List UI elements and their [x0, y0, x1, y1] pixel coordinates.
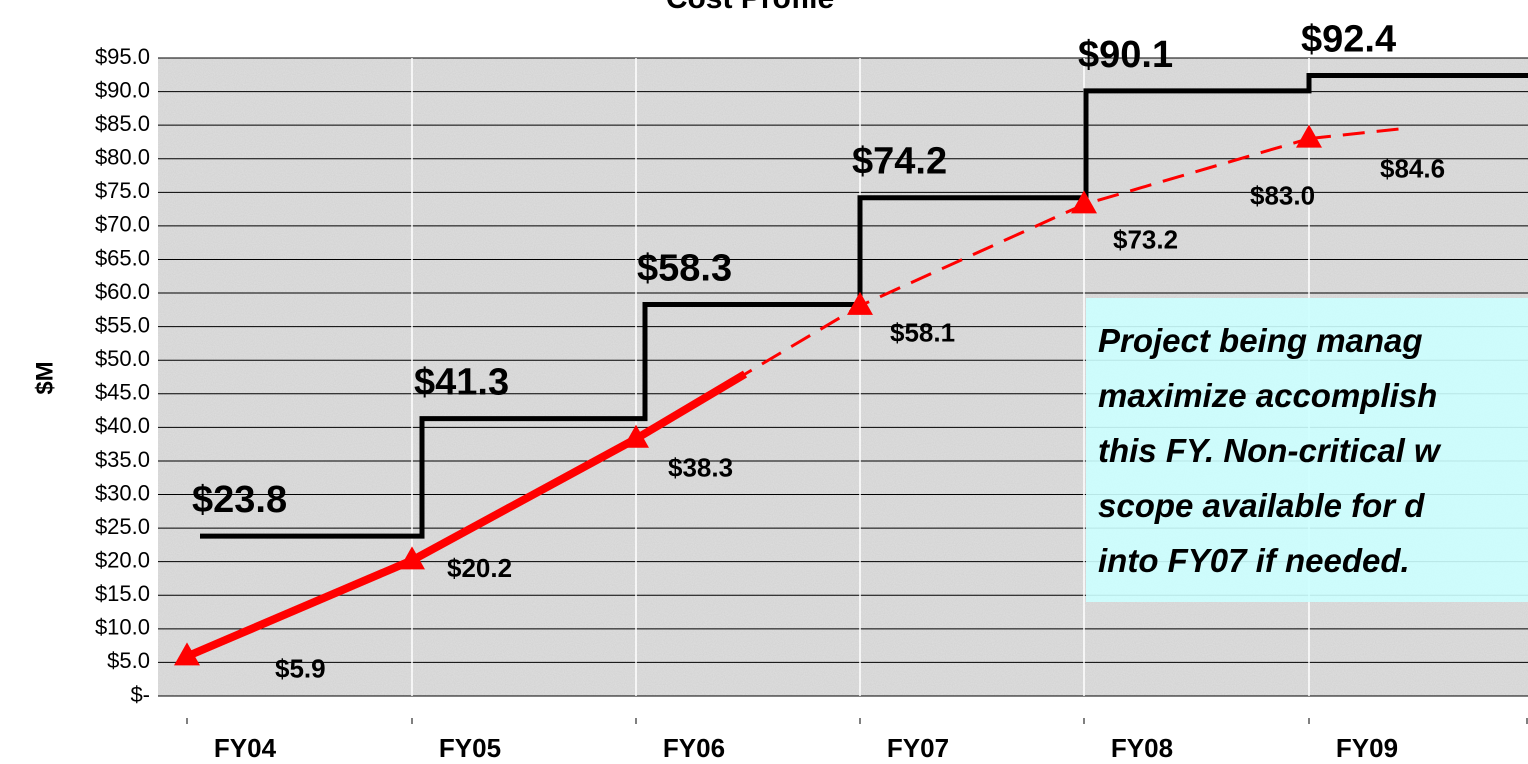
y-tick-label: $60.0	[95, 279, 150, 304]
cost-marker	[1296, 124, 1322, 148]
y-tick-label: $25.0	[95, 514, 150, 539]
budget-label: $74.2	[852, 141, 947, 183]
y-tick-label: $-	[130, 682, 150, 707]
y-tick-label: $55.0	[95, 312, 150, 337]
x-tick-label: FY09	[1336, 733, 1398, 763]
chart-title: Cost Profile	[666, 0, 834, 15]
y-tick-label: $45.0	[95, 380, 150, 405]
x-tick-label: FY05	[439, 733, 501, 763]
cost-label: $20.2	[447, 553, 512, 583]
y-tick-label: $65.0	[95, 245, 150, 270]
cost-line	[186, 137, 1310, 658]
y-axis-label: $M	[31, 361, 58, 394]
cost-label: $73.2	[1113, 224, 1178, 254]
x-tick-label: FY07	[887, 733, 949, 763]
annotation: Project being manag maximize accomplish th…	[1086, 298, 1528, 602]
annotation-line: Project being manag	[1098, 322, 1423, 359]
annotation-line: this FY. Non-critical w	[1098, 432, 1442, 469]
annotation-line: scope available for d	[1098, 487, 1425, 524]
cost-label: $83.0	[1250, 180, 1315, 210]
cost-marker	[399, 546, 425, 570]
x-tick-label: FY06	[663, 733, 725, 763]
y-tick-label: $95.0	[95, 44, 150, 69]
y-tick-label: $35.0	[95, 447, 150, 472]
y-tick-label: $90.0	[95, 77, 150, 102]
cost-label: $38.3	[668, 453, 733, 483]
x-tick-label: FY04	[214, 733, 277, 763]
y-tick-label: $5.0	[107, 648, 150, 673]
cost-marker	[1071, 190, 1097, 214]
budget-label: $23.8	[192, 479, 287, 521]
cost-marker	[623, 424, 649, 448]
budget-label: $92.4	[1301, 18, 1396, 60]
y-tick-label: $10.0	[95, 615, 150, 640]
projection-label: $84.6	[1380, 154, 1445, 184]
cost-label: $5.9	[275, 653, 326, 683]
y-tick-label: $15.0	[95, 581, 150, 606]
y-tick-label: $50.0	[95, 346, 150, 371]
y-tick-label: $40.0	[95, 413, 150, 438]
annotation-box	[1086, 298, 1528, 602]
y-tick-label: $75.0	[95, 178, 150, 203]
y-tick-label: $80.0	[95, 145, 150, 170]
cost-marker	[847, 291, 873, 315]
cost-label: $58.1	[890, 318, 955, 348]
budget-label: $90.1	[1078, 34, 1173, 76]
budget-label: $41.3	[414, 362, 509, 404]
cost-actual-line	[185, 370, 748, 661]
x-tick-label: FY08	[1111, 733, 1173, 763]
budget-line	[200, 72, 1528, 539]
cost-marker	[174, 642, 200, 666]
projection-line	[1308, 126, 1411, 141]
y-tick-label: $20.0	[95, 547, 150, 572]
y-tick-label: $85.0	[95, 111, 150, 136]
budget-label: $58.3	[637, 247, 732, 289]
y-tick-label: $30.0	[95, 480, 150, 505]
y-tick-label: $70.0	[95, 212, 150, 237]
annotation-line: maximize accomplish	[1098, 377, 1437, 414]
annotation-line: into FY07 if needed.	[1098, 542, 1410, 579]
